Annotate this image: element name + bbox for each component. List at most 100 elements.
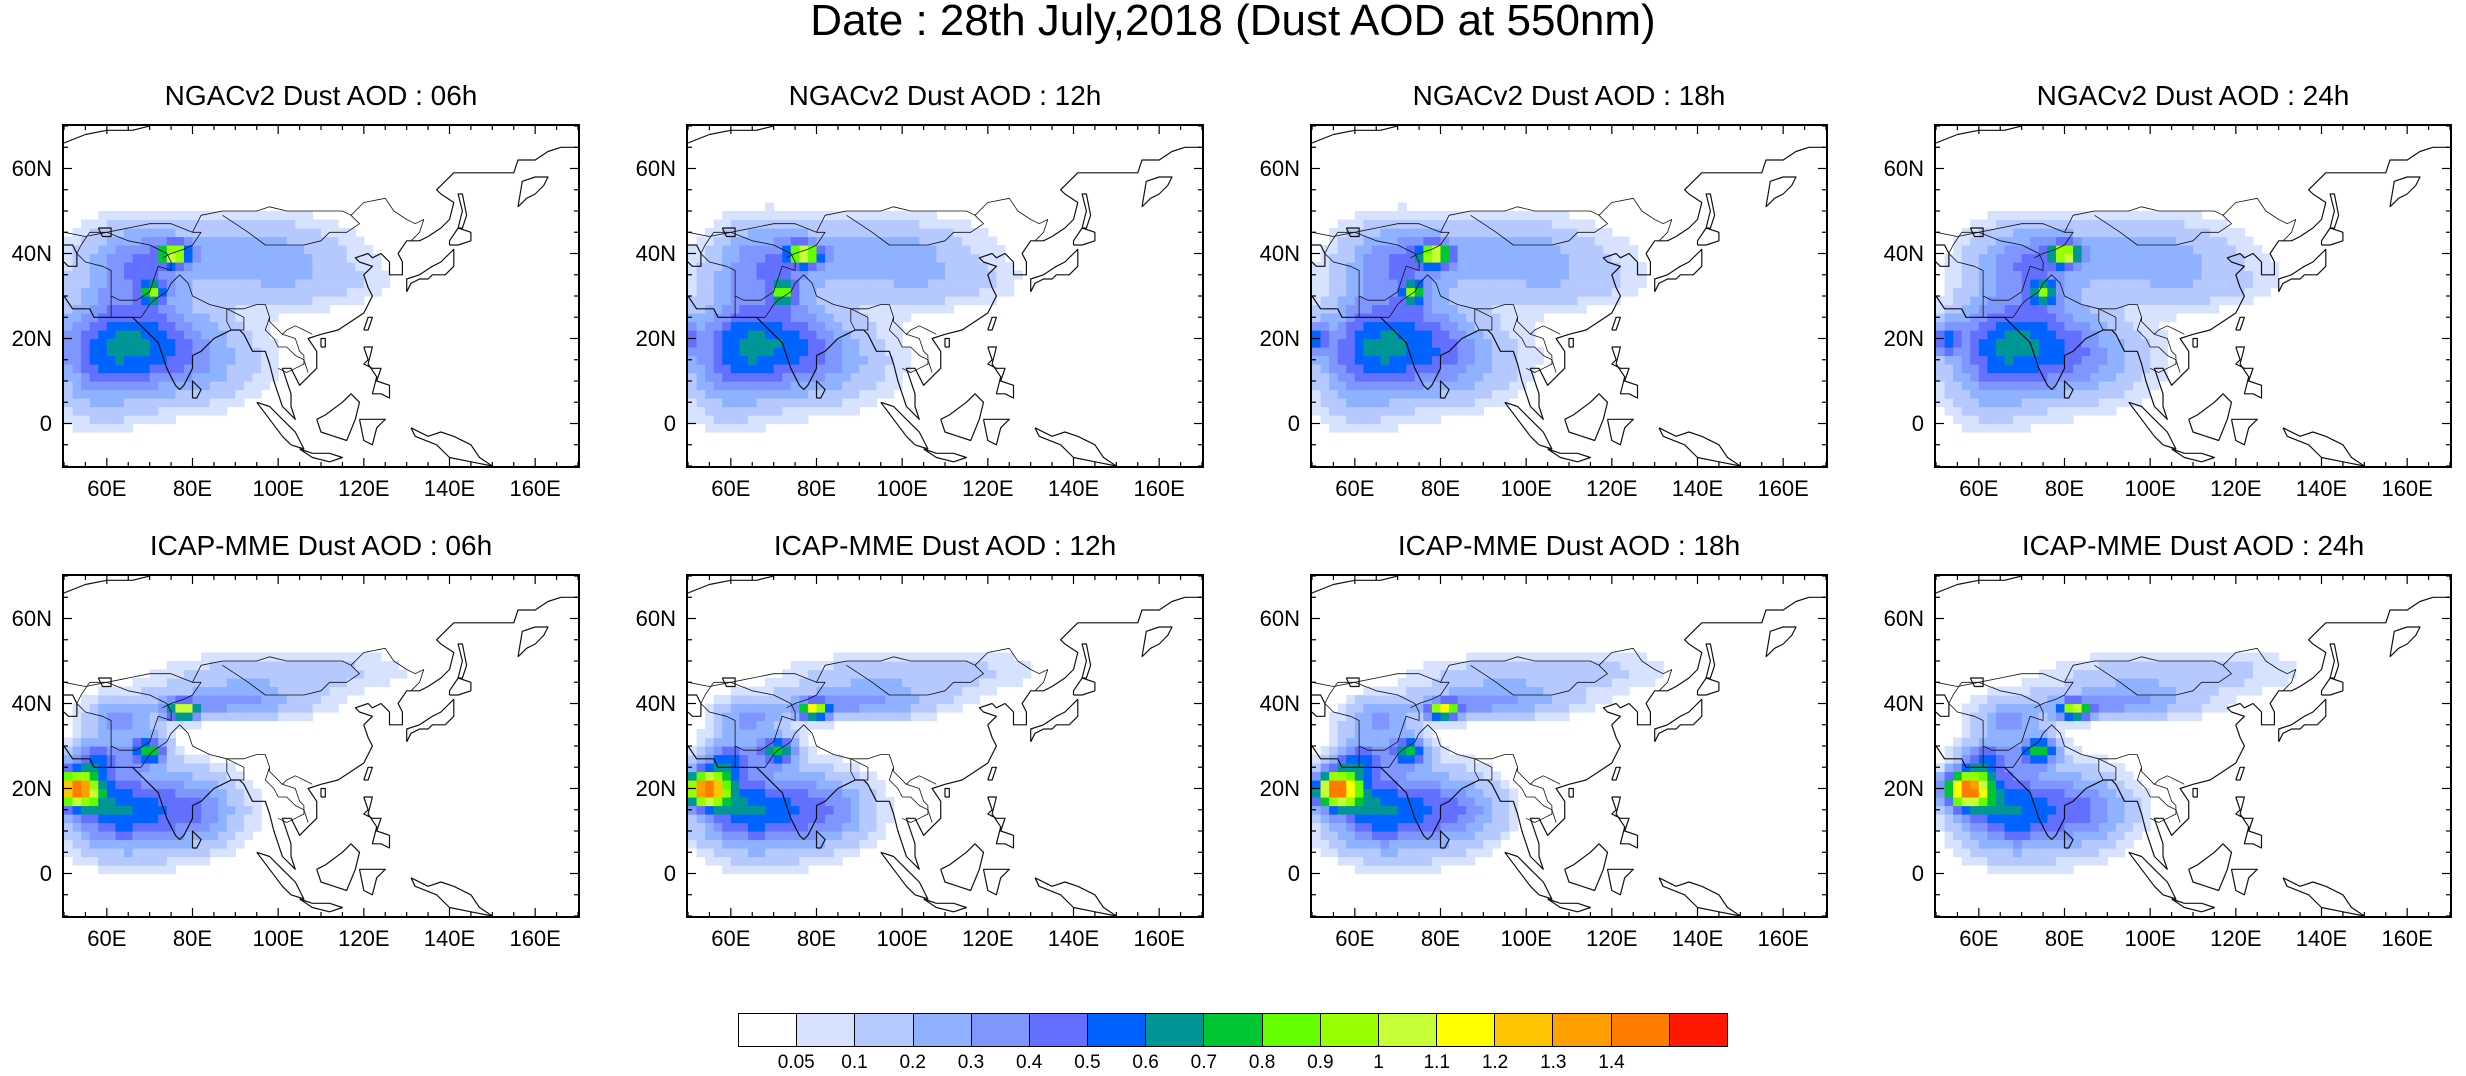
aod-cell xyxy=(705,704,714,713)
aod-cell xyxy=(133,279,142,288)
aod-cell xyxy=(791,322,800,331)
aod-cell xyxy=(885,296,894,305)
aod-cell xyxy=(270,313,279,322)
aod-cell xyxy=(2150,356,2159,365)
aod-cell xyxy=(808,339,817,348)
aod-cell xyxy=(1500,364,1509,373)
aod-cell xyxy=(748,729,757,738)
aod-cell xyxy=(1372,424,1381,433)
aod-cell xyxy=(1483,653,1492,662)
aod-cell xyxy=(1381,848,1390,857)
aod-cell xyxy=(1500,381,1509,390)
aod-cell xyxy=(2082,279,2091,288)
aod-cell xyxy=(688,347,697,356)
aod-cell xyxy=(2142,288,2151,297)
aod-cell xyxy=(1346,305,1355,314)
aod-cell xyxy=(911,279,920,288)
aod-cell xyxy=(859,211,868,220)
aod-cell xyxy=(1381,721,1390,730)
aod-cell xyxy=(705,721,714,730)
aod-cell xyxy=(851,262,860,271)
aod-cell xyxy=(115,262,124,271)
aod-cell xyxy=(81,254,90,263)
aod-cell xyxy=(1500,254,1509,263)
aod-cell xyxy=(954,704,963,713)
aod-cell xyxy=(81,415,90,424)
aod-cell xyxy=(1423,857,1432,866)
aod-cell xyxy=(2202,254,2211,263)
aod-cell xyxy=(1945,347,1954,356)
aod-cell xyxy=(2107,339,2116,348)
aod-cell xyxy=(1953,262,1962,271)
aod-cell xyxy=(1415,780,1424,789)
aod-cell xyxy=(1578,704,1587,713)
aod-cell xyxy=(1560,279,1569,288)
aod-cell xyxy=(158,322,167,331)
aod-cell xyxy=(252,373,261,382)
aod-cell xyxy=(868,390,877,399)
aod-cell xyxy=(98,840,107,849)
aod-cell xyxy=(1398,322,1407,331)
aod-cell xyxy=(1595,695,1604,704)
aod-cell xyxy=(894,220,903,229)
aod-cell xyxy=(1432,390,1441,399)
aod-cell xyxy=(765,322,774,331)
aod-cell xyxy=(1560,678,1569,687)
aod-cell xyxy=(81,262,90,271)
aod-cell xyxy=(1483,398,1492,407)
aod-cell xyxy=(1363,381,1372,390)
aod-cell xyxy=(150,407,159,416)
aod-cell xyxy=(133,330,142,339)
aod-cell xyxy=(2116,279,2125,288)
aod-cell xyxy=(1355,322,1364,331)
aod-cell xyxy=(2116,322,2125,331)
aod-cell xyxy=(1389,364,1398,373)
aod-cell xyxy=(2133,220,2142,229)
aod-cell xyxy=(2099,390,2108,399)
aod-cell xyxy=(1363,398,1372,407)
aod-cell xyxy=(1987,364,1996,373)
aod-cell xyxy=(1970,407,1979,416)
aod-cell xyxy=(842,228,851,237)
aod-cell xyxy=(876,330,885,339)
aod-cell xyxy=(1363,865,1372,874)
aod-cell xyxy=(1475,797,1484,806)
aod-cell xyxy=(252,313,261,322)
aod-cell xyxy=(748,364,757,373)
aod-cell xyxy=(2184,254,2193,263)
aod-cell xyxy=(851,653,860,662)
aod-cell xyxy=(1321,763,1330,772)
aod-cell xyxy=(167,271,176,280)
aod-cell xyxy=(2099,254,2108,263)
aod-cell xyxy=(1535,678,1544,687)
aod-cell xyxy=(330,262,339,271)
aod-cell xyxy=(133,814,142,823)
aod-cell xyxy=(697,772,706,781)
aod-cell xyxy=(193,789,202,798)
aod-cell xyxy=(2150,237,2159,246)
aod-cell xyxy=(158,729,167,738)
aod-cell xyxy=(1936,797,1945,806)
aod-cell xyxy=(876,228,885,237)
aod-cell xyxy=(1483,279,1492,288)
aod-cell xyxy=(1962,390,1971,399)
aod-cell xyxy=(748,738,757,747)
aod-cell xyxy=(73,364,82,373)
aod-cell xyxy=(98,704,107,713)
aod-cell xyxy=(859,271,868,280)
aod-cell xyxy=(859,687,868,696)
aod-cell xyxy=(235,789,244,798)
aod-cell xyxy=(1492,823,1501,832)
aod-cell xyxy=(227,687,236,696)
aod-cell xyxy=(1518,661,1527,670)
aod-cell xyxy=(81,823,90,832)
aod-cell xyxy=(201,755,210,764)
aod-cell xyxy=(2193,220,2202,229)
aod-cell xyxy=(295,661,304,670)
aod-cell xyxy=(2116,220,2125,229)
aod-cell xyxy=(1509,228,1518,237)
aod-cell xyxy=(1415,678,1424,687)
coastline xyxy=(1569,339,1573,348)
aod-cell xyxy=(2202,296,2211,305)
aod-cell xyxy=(1953,296,1962,305)
